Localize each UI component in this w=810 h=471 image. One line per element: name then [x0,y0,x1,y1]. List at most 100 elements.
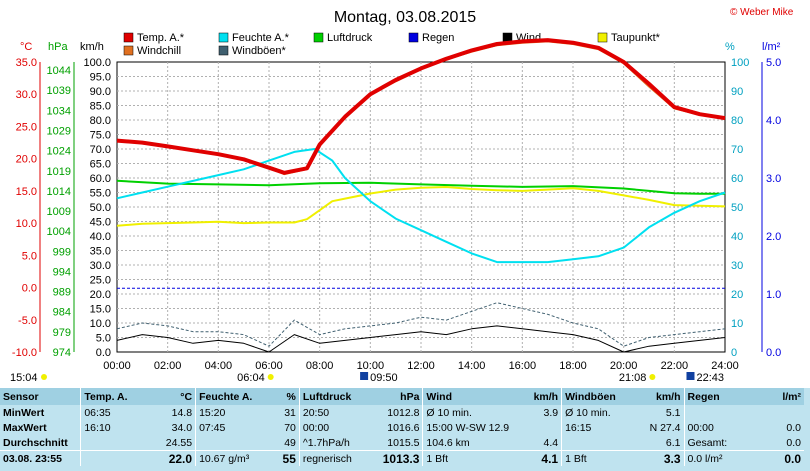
table-cell [195,435,264,451]
celsius-tick-label: 20.0 [16,154,37,166]
series-line-feuchte-a- [116,148,726,264]
x-tick-label: 08:00 [306,360,334,372]
sunset-icon [649,374,656,380]
celsius-tick-label: -10.0 [12,347,37,359]
kmh-tick-label: 25.0 [90,275,111,287]
table-cell: 24.55 [165,436,193,449]
table-header-cell: Wind [422,388,513,405]
x-tick-label: 22:00 [661,360,689,372]
table-cell: 31 [284,406,296,419]
kmh-tick-label: 10.0 [90,318,111,330]
table-header-cell: Temp. A. [80,388,142,405]
kmh-tick-label: 5.0 [96,333,111,345]
rain-axis-header: l/m² [762,41,781,53]
legend-swatch-feuchte [218,32,229,43]
table-cell [80,450,142,466]
row-label: MinWert [3,406,45,419]
chart-title: Montag, 03.08.2015 [334,9,476,26]
percent-tick-label: 40 [731,231,743,243]
rain-tick-label: 5.0 [766,57,781,69]
table-cell: 00:00 [298,420,369,435]
legend-swatch-taupunkt [597,32,608,43]
kmh-tick-label: 60.0 [90,173,111,185]
table-cell: 70 [284,421,296,434]
table-cell: 4.1 [512,450,562,466]
table-cell: 1 Bft [422,450,513,466]
table-cell [80,435,142,451]
table-cell: ^1.7hPa/h [298,435,369,451]
hpa-axis-header: hPa [48,41,68,53]
legend: Temp. A.* Feuchte A.* Luftdruck Regen Wind Ta… [123,32,661,57]
table-cell: 0.0 [786,436,801,449]
percent-tick-label: 90 [731,86,743,98]
percent-tick-label: 20 [731,289,743,301]
table-cell: 1016.6 [387,421,420,434]
table-row: MaxWert 16:10 34.0 07:45 70 00:00 1016.6 15:00 … [0,420,804,435]
table-header-cell: Luftdruck [298,388,369,405]
table-cell: 55 [263,450,300,466]
statistics-table: Sensor Temp. A. °C Feuchte A.% Luftdruck hPa W… [0,388,810,471]
rain-tick-label: 2.0 [766,231,781,243]
weather-chart: Montag, 03.08.2015 © Weber Mike Temp. A.… [10,7,794,384]
sun-icon [41,374,47,380]
table-cell: 00:00 [683,420,751,435]
table-header-row: Sensor Temp. A. °C Feuchte A.% Luftdruck hPa W… [0,388,804,405]
table-cell: 3.3 [631,450,685,466]
table-cell: 0.0 [750,450,804,466]
series-line-luftdruck [116,179,725,195]
percent-tick-label: 70 [731,144,743,156]
table-row: 03.08. 23:55 22.0 10.67 g/m³ 55 regnerisch 10… [0,450,804,466]
percent-tick-label: 30 [731,260,743,272]
x-tick-label: 20:00 [610,360,638,372]
kmh-tick-label: 35.0 [90,246,111,258]
celsius-axis-header: °C [20,41,32,53]
x-tick-label: 18:00 [559,360,587,372]
table-cell: N 27.4 [649,421,681,434]
hpa-tick-label: 984 [53,307,71,319]
table-cell: 6.1 [665,436,681,449]
table-cell: 1015.5 [387,436,420,449]
table-cell [561,435,632,451]
rain-tick-label: 1.0 [766,289,781,301]
x-tick-label: 00:00 [103,360,131,372]
x-tick-label: 04:00 [205,360,233,372]
legend-label-feuchte: Feuchte A.* [232,32,290,44]
kmh-tick-label: 65.0 [90,159,111,171]
grid [116,61,726,353]
kmh-tick-label: 80.0 [90,115,111,127]
table-cell: 5.1 [665,406,681,419]
legend-swatch-temp [123,32,134,43]
kmh-tick-label: 0.0 [96,347,111,359]
percent-tick-label: 100 [731,57,749,69]
x-tick-label: 02:00 [154,360,182,372]
table-cell: 4.4 [543,436,559,449]
kmh-tick-label: 90.0 [90,86,111,98]
hpa-tick-label: 1039 [47,85,71,97]
table-header-cell: km/h [512,388,562,405]
legend-swatch-luftdruck [313,32,324,43]
table-cell: regnerisch [298,450,369,466]
rain-tick-label: 0.0 [766,347,781,359]
table-body: MinWert 06:35 14.8 15:20 31 20:50 1012.8 Ø 10 m… [0,405,804,466]
celsius-tick-label: 35.0 [16,57,37,69]
legend-label-luftdruck: Luftdruck [327,32,373,44]
table-cell [512,420,561,435]
celsius-tick-label: 25.0 [16,121,37,133]
legend-label-taupunkt: Taupunkt* [611,32,661,44]
series-line-wind [116,325,726,353]
kmh-tick-label: 85.0 [90,101,111,113]
series-group [116,38,726,353]
hpa-tick-label: 1024 [47,146,71,158]
celsius-tick-label: 0.0 [22,283,37,295]
moonset-icon [686,372,695,380]
legend-label-regen: Regen [422,32,454,44]
table-header-cell: Sensor [0,388,81,405]
sun-moon-markers: 15:04 06:04 09:50 21:08 22:43 [10,372,724,384]
table-cell: 16:10 [80,420,142,435]
percent-tick-label: 50 [731,202,743,214]
hpa-tick-label: 1019 [47,166,71,178]
hpa-tick-label: 994 [53,266,71,278]
table-cell: 10.67 g/m³ [195,450,264,466]
kmh-tick-label: 20.0 [90,289,111,301]
sunrise-time: 06:04 [237,372,265,384]
